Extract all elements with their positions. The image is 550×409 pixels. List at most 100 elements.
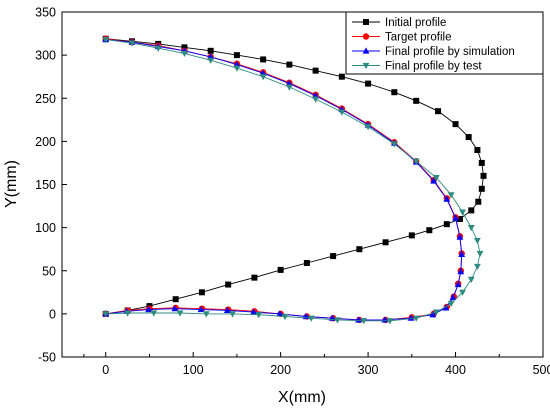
data-point: [223, 306, 231, 314]
data-point: [456, 216, 463, 222]
data-point: [285, 84, 293, 91]
data-point: [412, 158, 420, 165]
data-point: [382, 239, 389, 246]
data-point: [465, 134, 472, 141]
data-point: [229, 311, 236, 318]
data-point: [452, 214, 459, 221]
legend-marker: [362, 33, 370, 40]
data-point: [452, 121, 459, 128]
data-point: [429, 311, 437, 318]
data-point: [356, 246, 363, 253]
x-tick-label: 0: [102, 363, 109, 377]
legend-label: Target profile: [385, 32, 451, 44]
data-point: [198, 289, 205, 296]
y-axis-label: Y(mm): [3, 160, 20, 208]
data-point: [456, 233, 464, 240]
data-point: [474, 263, 481, 271]
data-point: [251, 274, 258, 281]
data-point: [435, 108, 442, 115]
data-point: [233, 65, 241, 72]
data-point: [176, 310, 184, 317]
data-point: [281, 313, 289, 321]
legend-label: Initial profile: [385, 17, 446, 29]
data-point: [124, 310, 131, 317]
legend-item: Initial profile: [352, 17, 446, 29]
data-point: [432, 309, 440, 316]
data-point: [412, 315, 420, 322]
y-tick-label: 250: [35, 92, 56, 106]
x-tick-label: 300: [358, 363, 379, 377]
series-line: [105, 39, 463, 321]
y-tick-label: 150: [35, 178, 56, 192]
legend-label: Final profile by test: [385, 61, 482, 73]
data-point: [171, 305, 179, 312]
data-point: [307, 315, 315, 322]
data-point: [233, 52, 240, 59]
data-point: [172, 296, 179, 303]
y-tick-label: 0: [49, 307, 56, 321]
data-point: [413, 97, 420, 104]
data-point: [154, 45, 162, 52]
axis-ticks: 0 100 200 300 400 500 -50 0 50 100 150 200 250 300 350: [35, 6, 550, 378]
data-point: [360, 318, 368, 325]
data-point: [474, 147, 481, 153]
x-tick-label: 100: [183, 363, 204, 377]
series-2: [102, 36, 466, 323]
data-point: [260, 56, 267, 63]
data-point: [365, 80, 372, 87]
series-1: [102, 35, 465, 324]
data-point: [207, 47, 214, 54]
data-point: [102, 37, 110, 44]
data-point: [312, 96, 320, 103]
series-line: [105, 39, 481, 322]
data-point: [276, 310, 284, 317]
data-point: [255, 312, 263, 319]
data-point: [476, 250, 484, 258]
data-point: [364, 124, 372, 131]
series-3: [102, 37, 484, 325]
series-line: [105, 38, 484, 315]
data-point: [330, 253, 337, 260]
data-point: [259, 74, 267, 81]
y-tick-label: 100: [35, 221, 56, 235]
data-point: [467, 225, 475, 232]
legend-item: Target profile: [352, 32, 451, 44]
data-point: [150, 310, 158, 317]
data-point: [447, 192, 455, 199]
y-tick-label: 50: [42, 264, 56, 278]
data-point: [432, 175, 440, 182]
x-tick-label: 400: [445, 363, 466, 377]
data-point: [145, 305, 152, 313]
series-layer: [102, 35, 487, 325]
x-axis-label: X(mm): [278, 389, 326, 406]
data-point: [338, 73, 345, 80]
x-tick-label: 500: [533, 363, 550, 377]
y-tick-label: 200: [35, 135, 56, 149]
legend-item: Final profile by simulation: [352, 46, 515, 58]
data-point: [128, 40, 136, 47]
data-point: [443, 221, 450, 228]
x-tick-label: 200: [270, 363, 291, 377]
data-point: [468, 207, 475, 214]
legend-marker: [362, 47, 370, 54]
data-point: [286, 61, 293, 68]
data-point: [426, 227, 433, 234]
legend-marker: [362, 62, 370, 70]
y-tick-label: -50: [38, 351, 56, 365]
data-point: [478, 185, 485, 192]
data-point: [225, 281, 232, 288]
data-point: [454, 280, 462, 288]
data-point: [303, 259, 310, 266]
data-point: [102, 311, 110, 318]
data-point: [459, 209, 466, 216]
legend-item: Final profile by test: [352, 61, 482, 73]
data-point: [250, 308, 257, 315]
data-point: [475, 198, 482, 205]
data-point: [447, 300, 455, 308]
data-point: [408, 232, 415, 239]
data-point: [478, 159, 485, 166]
data-point: [334, 317, 341, 324]
legend-marker: [363, 19, 369, 25]
data-point: [386, 318, 394, 325]
